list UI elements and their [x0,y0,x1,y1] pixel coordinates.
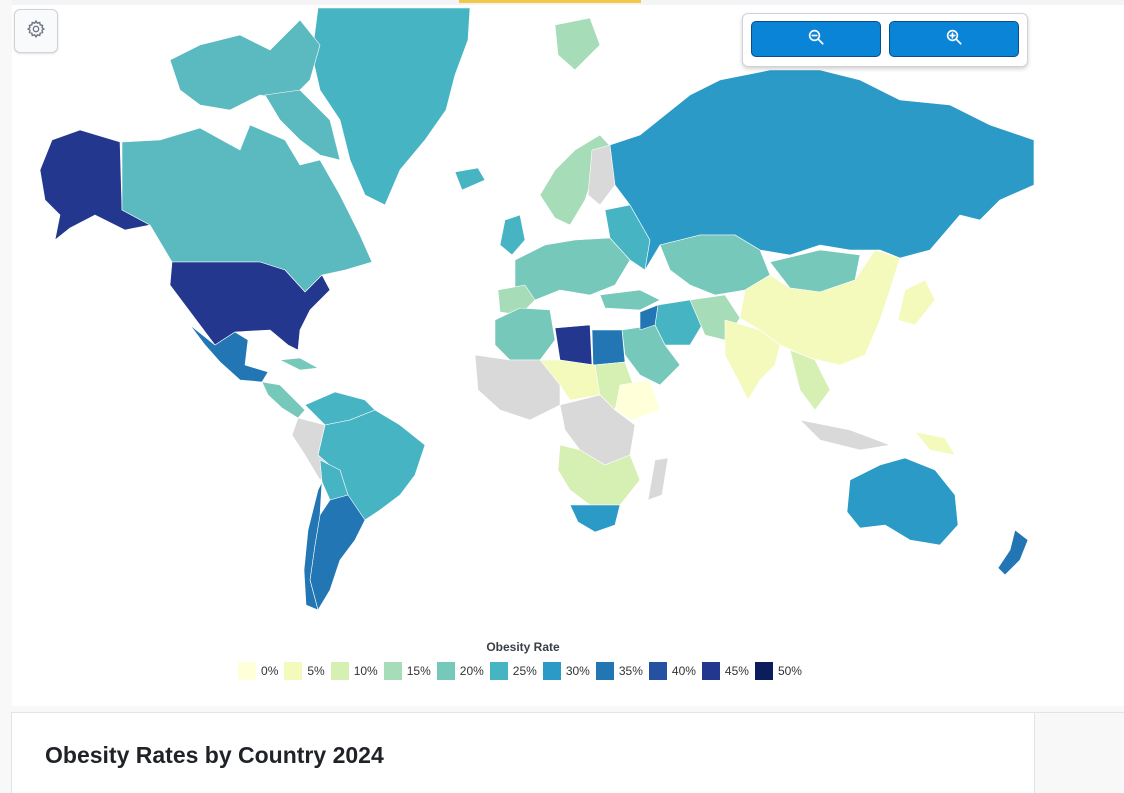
legend-title: Obesity Rate [486,640,560,654]
legend-item: 50% [754,662,802,680]
country-uk[interactable] [499,214,526,256]
legend-swatch [436,662,455,680]
legend-swatch [754,662,773,680]
legend-label: 15% [406,664,431,678]
legend-item: 5% [284,662,325,680]
world-choropleth-map[interactable] [0,0,1046,640]
legend-label: 5% [307,664,325,678]
legend-swatch [238,662,257,680]
country-saudi-arabia[interactable] [621,324,681,386]
zoom-out-icon [807,28,825,51]
legend-item: 40% [648,662,696,680]
legend-label: 30% [565,664,590,678]
legend-label: 40% [671,664,696,678]
zoom-in-icon [945,28,963,51]
country-iceland[interactable] [454,167,486,191]
gear-icon [26,19,46,44]
country-ethiopia[interactable] [614,379,661,421]
zoom-in-button[interactable] [889,21,1019,57]
country-canada-arctic[interactable] [169,19,321,111]
country-western-europe[interactable] [514,237,631,301]
zoom-controls [742,13,1028,67]
legend-items: 0% 5% 10% 15% 20% 25% 30% 35% 40% 45% 50… [0,662,1046,680]
legend-swatch [648,662,667,680]
country-australia[interactable] [846,457,959,546]
legend-swatch [330,662,349,680]
country-iraq[interactable] [639,304,659,331]
legend-item: 30% [542,662,590,680]
country-usa[interactable] [169,261,331,351]
country-usa-alaska[interactable] [39,129,151,241]
page-title: Obesity Rates by Country 2024 [45,742,384,768]
legend-label: 20% [459,664,484,678]
legend-item: 10% [330,662,378,680]
top-accent-bar [459,0,641,3]
country-greenland[interactable] [311,7,471,206]
settings-button[interactable] [14,9,58,53]
legend-item: 25% [489,662,537,680]
country-southern-africa[interactable] [557,444,641,506]
legend-swatch [701,662,720,680]
legend-item: 15% [383,662,431,680]
country-chile[interactable] [303,481,323,611]
legend-item: 0% [238,662,278,680]
country-libya[interactable] [554,324,593,366]
zoom-out-button[interactable] [751,21,881,57]
legend-label: 10% [353,664,378,678]
country-mexico[interactable] [189,324,269,383]
map-legend: Obesity Rate 0% 5% 10% 15% 20% 25% 30% 3… [0,640,1046,680]
legend-item: 35% [595,662,643,680]
country-finland[interactable] [587,144,616,206]
legend-swatch [489,662,508,680]
country-se-asia[interactable] [789,349,831,411]
legend-label: 45% [724,664,749,678]
country-south-africa[interactable] [569,504,621,533]
legend-swatch [284,662,303,680]
legend-swatch [542,662,561,680]
country-indonesia[interactable] [799,419,891,451]
legend-swatch [595,662,614,680]
legend-swatch [383,662,402,680]
divider [1034,712,1124,713]
title-card: Obesity Rates by Country 2024 [11,712,1035,793]
country-iberia[interactable] [497,284,536,316]
country-egypt[interactable] [591,329,626,366]
legend-item: 20% [436,662,484,680]
country-new-zealand[interactable] [997,529,1029,576]
legend-item: 45% [701,662,749,680]
country-central-america[interactable] [261,381,306,419]
country-north-africa-west[interactable] [494,307,556,361]
country-cuba[interactable] [279,357,319,371]
legend-label: 35% [618,664,643,678]
country-canada-baffin[interactable] [264,89,341,161]
legend-label: 25% [512,664,537,678]
country-svalbard[interactable] [554,17,601,71]
country-turkey[interactable] [599,289,661,311]
country-russia[interactable] [609,69,1035,271]
legend-label: 50% [777,664,802,678]
country-png[interactable] [914,431,956,456]
country-japan[interactable] [897,279,936,326]
country-madagascar[interactable] [647,457,669,501]
legend-label: 0% [261,664,279,678]
country-india[interactable] [724,319,781,401]
